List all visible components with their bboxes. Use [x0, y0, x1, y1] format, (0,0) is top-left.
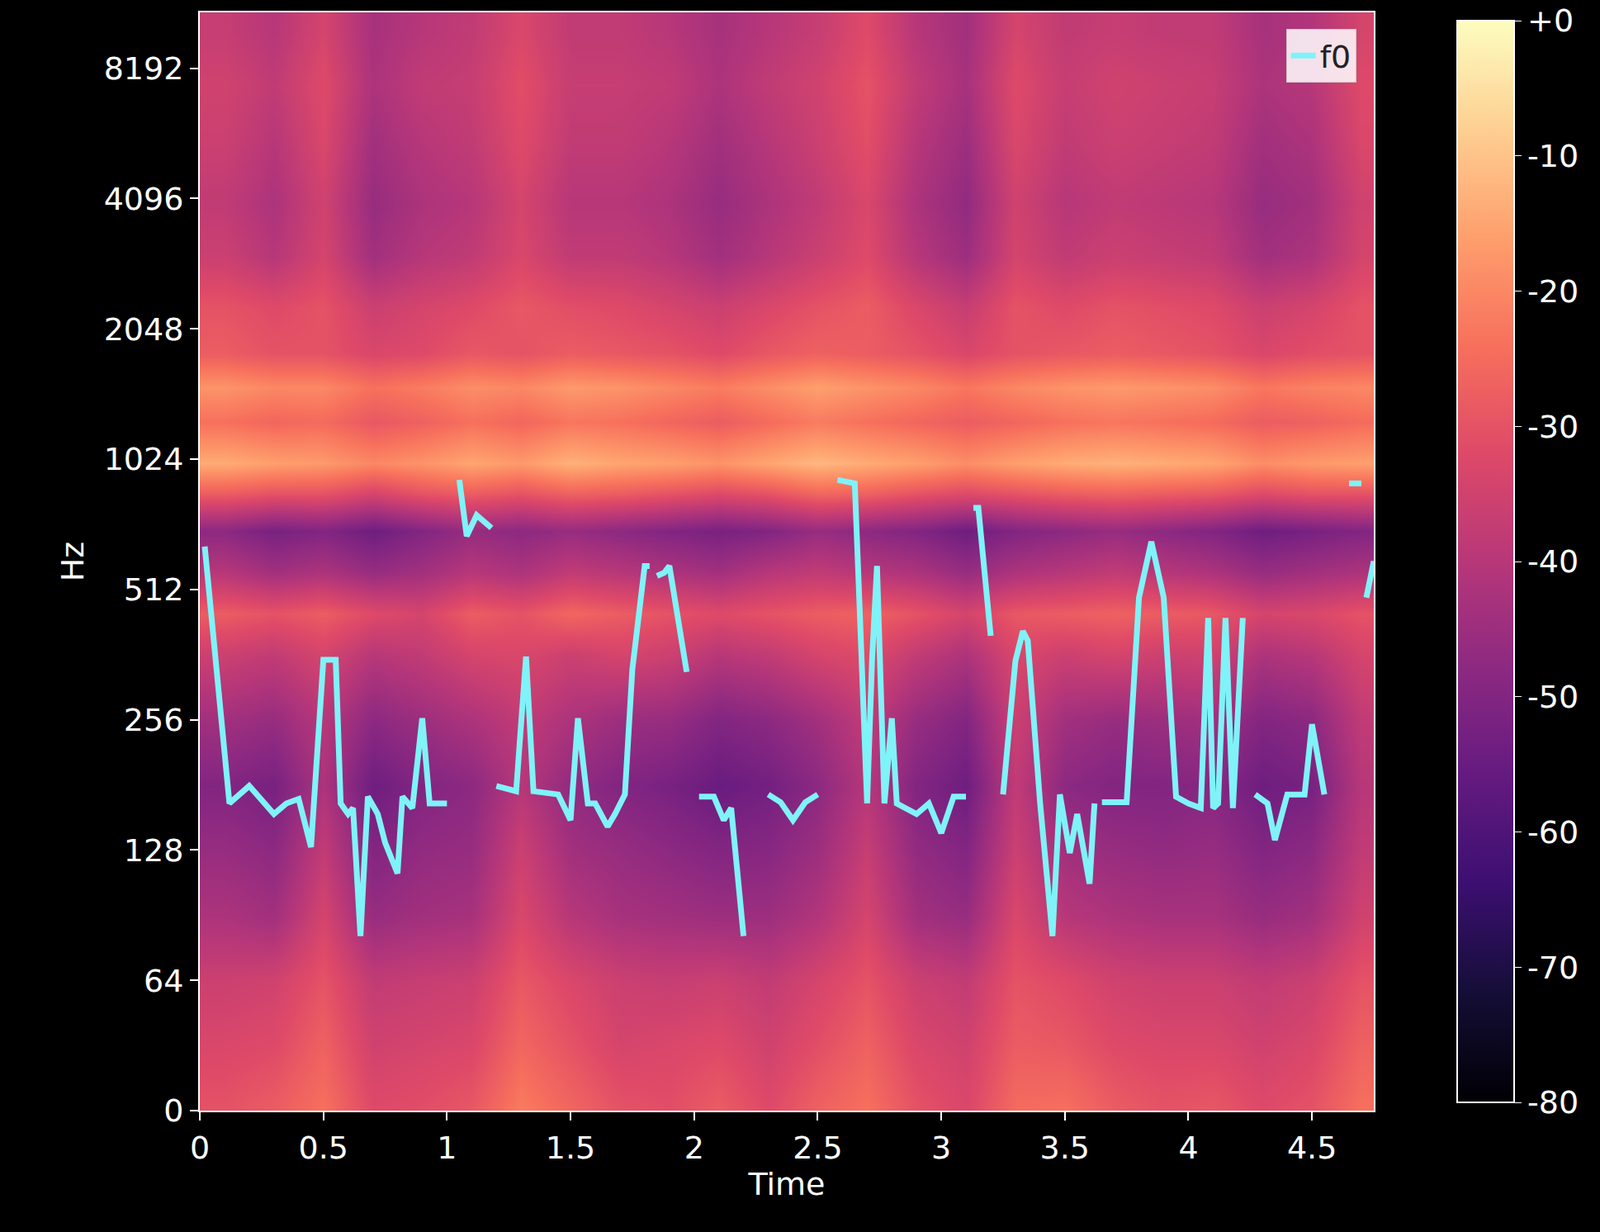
svg-text:-50: -50 [1527, 678, 1579, 715]
svg-text:64: 64 [143, 962, 184, 999]
svg-text:8192: 8192 [104, 50, 185, 87]
svg-text:4096: 4096 [104, 180, 185, 218]
svg-text:+0: +0 [1527, 2, 1574, 39]
svg-text:3: 3 [931, 1129, 952, 1166]
svg-text:0.5: 0.5 [298, 1129, 348, 1166]
svg-text:-40: -40 [1527, 543, 1579, 580]
svg-text:1.5: 1.5 [545, 1129, 596, 1166]
svg-text:1024: 1024 [104, 440, 185, 478]
svg-text:0: 0 [189, 1129, 210, 1166]
svg-text:-60: -60 [1527, 814, 1579, 851]
svg-text:-70: -70 [1527, 949, 1579, 986]
svg-text:Hz: Hz [54, 541, 91, 583]
svg-text:4: 4 [1178, 1129, 1198, 1166]
svg-text:2: 2 [684, 1129, 705, 1166]
svg-text:0: 0 [163, 1092, 184, 1129]
svg-text:4.5: 4.5 [1287, 1129, 1337, 1166]
svg-text:128: 128 [123, 832, 185, 869]
svg-text:-80: -80 [1527, 1084, 1579, 1121]
svg-text:-30: -30 [1527, 408, 1579, 445]
svg-text:2048: 2048 [104, 311, 185, 348]
svg-text:-20: -20 [1527, 273, 1579, 310]
svg-text:-10: -10 [1527, 137, 1579, 175]
svg-text:1: 1 [436, 1129, 457, 1166]
svg-text:3.5: 3.5 [1040, 1129, 1090, 1166]
svg-text:256: 256 [123, 701, 185, 739]
svg-text:f0: f0 [1320, 38, 1352, 76]
svg-text:2.5: 2.5 [792, 1129, 843, 1166]
svg-text:512: 512 [123, 571, 185, 608]
svg-text:Time: Time [747, 1165, 826, 1203]
